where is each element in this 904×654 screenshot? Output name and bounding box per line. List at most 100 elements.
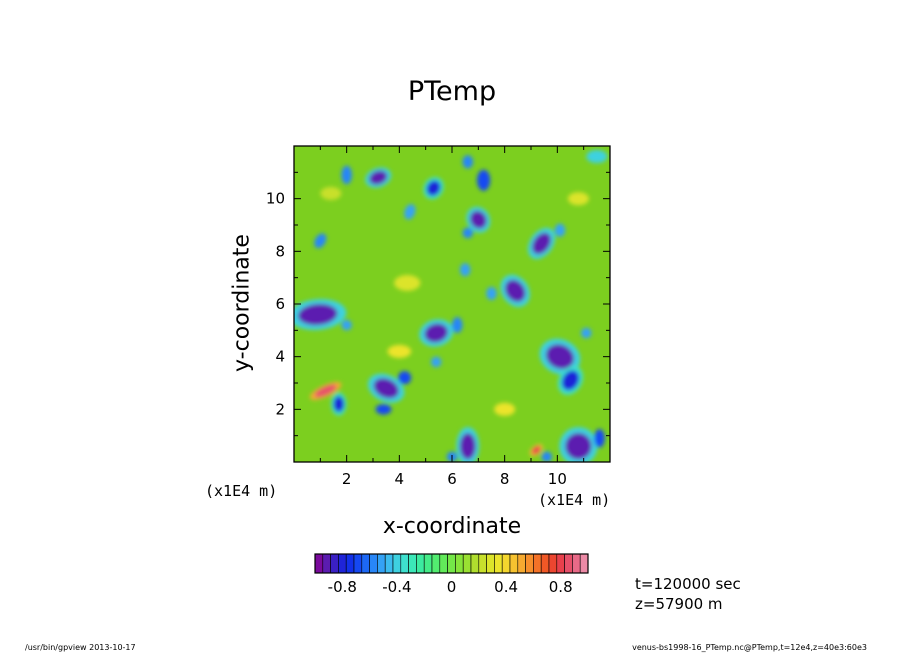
heatmap-feature (341, 319, 352, 331)
y-tick-label: 4 (275, 348, 285, 366)
colorbar-segment (423, 553, 433, 574)
colorbar-segment (431, 553, 441, 574)
heatmap-feature (430, 356, 442, 368)
x-tick-label: 2 (342, 470, 352, 488)
colorbar-segment (517, 553, 526, 574)
heatmap-feature (373, 378, 399, 399)
heatmap-feature (375, 404, 392, 415)
y-tick-label: 2 (275, 400, 285, 418)
heatmap-feature (554, 223, 566, 237)
heatmap-feature (586, 149, 608, 164)
heatmap-feature (320, 186, 342, 200)
plot-title: PTemp (407, 76, 497, 107)
heatmap-feature (452, 317, 463, 333)
y-tick-label: 8 (275, 242, 285, 260)
heatmap-feature (532, 232, 551, 255)
heatmap-feature (494, 402, 516, 416)
x-tick-label: 6 (447, 470, 457, 488)
colorbar-tick-label: -0.8 (328, 578, 357, 596)
heatmap-feature (486, 286, 497, 301)
heatmap-feature (459, 263, 471, 277)
colorbar-segment (572, 553, 581, 574)
x-axis-unit: (x1E4 m) (538, 491, 611, 509)
heatmap-feature (459, 433, 476, 460)
colorbar-segment (533, 553, 542, 574)
y-tick-label: 10 (266, 190, 285, 208)
y-axis-label: y-coordinate (229, 234, 255, 372)
x-tick-label: 4 (395, 470, 405, 488)
colorbar-segment (400, 553, 409, 574)
z-annotation: z=57900 m (635, 595, 723, 613)
colorbar-segment (494, 553, 503, 574)
colorbar-tick-label: 0.8 (549, 578, 573, 596)
colorbar-segment (353, 553, 363, 574)
colorbar-segment (345, 553, 355, 574)
colorbar: -0.8 -0.4 0 0.4 0.8 (314, 553, 589, 596)
y-axis-unit: (x1E4 m) (205, 482, 278, 500)
y-tick-label: 6 (275, 295, 285, 313)
colorbar-segment (439, 553, 448, 574)
time-annotation: t=120000 sec (635, 575, 741, 593)
colorbar-segment (462, 553, 472, 574)
colorbar-segment (322, 553, 331, 574)
heatmap-feature (545, 344, 575, 370)
heatmap-feature (426, 180, 441, 196)
colorbar-segment (548, 553, 558, 574)
colorbar-segment (540, 553, 550, 574)
heatmap-feature (567, 192, 589, 206)
colorbar-segment (579, 553, 589, 574)
colorbar-segment (361, 553, 370, 574)
colorbar-segment (470, 553, 480, 574)
colorbar-segment (455, 553, 464, 574)
heatmap-feature (565, 433, 592, 460)
colorbar-tick-label: -0.4 (382, 578, 411, 596)
heatmap-feature (594, 429, 605, 448)
x-tick-label: 8 (500, 470, 510, 488)
footer-source-info: venus-bs1998-16_PTemp.nc@PTemp,t=12e4,z=… (632, 643, 867, 652)
colorbar-segment (369, 553, 378, 574)
heatmap-feature (531, 445, 541, 455)
heatmap-feature (561, 370, 580, 391)
footer-program-info: /usr/bin/gpview 2013-10-17 (25, 643, 136, 652)
heatmap-feature (462, 155, 474, 169)
colorbar-segment (392, 553, 402, 574)
heatmap-feature (341, 165, 352, 185)
colorbar-tick-label: 0.4 (494, 578, 518, 596)
heatmap-feature (369, 170, 388, 185)
heatmap-feature (314, 233, 327, 249)
colorbar-tick-label: 0 (447, 578, 457, 596)
colorbar-segment (416, 553, 425, 574)
axes: 2 4 6 8 10 2 4 6 8 10 (266, 145, 611, 488)
heatmap-feature (477, 169, 491, 191)
colorbar-segment (338, 553, 347, 574)
heatmap-feature (387, 344, 412, 358)
colorbar-segment (377, 553, 386, 574)
x-tick-label: 10 (548, 470, 567, 488)
colorbar-segment (556, 553, 565, 574)
heatmap-feature (462, 227, 474, 239)
heatmap-background (294, 146, 610, 462)
colorbar-segment (509, 553, 519, 574)
heatmap-feature (298, 303, 338, 326)
heatmap-feature (398, 371, 412, 385)
colorbar-segment (447, 553, 456, 574)
heatmap-feature (424, 323, 448, 343)
colorbar-segment (384, 553, 394, 574)
colorbar-segment (486, 553, 495, 574)
colorbar-segment (564, 553, 573, 574)
heatmap-feature (333, 396, 345, 412)
heatmap-area (294, 146, 610, 462)
colorbar-segment (408, 553, 417, 574)
colorbar-segment (330, 553, 339, 574)
heatmap-feature (314, 384, 337, 398)
colorbar-segment (314, 553, 324, 574)
x-axis-label: x-coordinate (382, 514, 522, 539)
colorbar-segment (501, 553, 511, 574)
heatmap-feature (581, 327, 592, 339)
heatmap-feature (470, 210, 487, 229)
colorbar-frame (314, 553, 589, 574)
heatmap-feature (404, 204, 416, 220)
heatmap-feature (394, 275, 421, 291)
